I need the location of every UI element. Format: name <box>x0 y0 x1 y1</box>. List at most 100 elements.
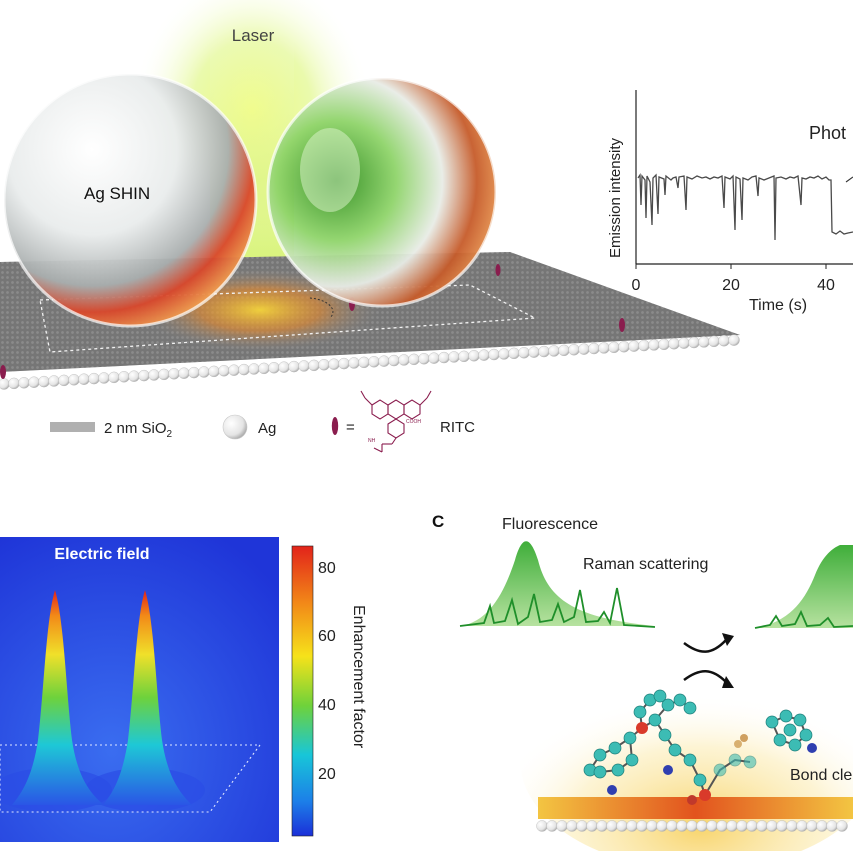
emission-trace <box>637 172 853 241</box>
ag-atom <box>408 353 420 366</box>
ag-atom <box>228 364 240 376</box>
ag-atom <box>308 359 320 372</box>
ag-atom <box>268 362 280 374</box>
ag-atom <box>588 342 600 355</box>
ag-atom <box>218 365 230 377</box>
ag-atom <box>616 820 628 832</box>
x-tick-label: 20 <box>722 277 740 294</box>
ag-atom <box>638 339 650 352</box>
ag-shin-left <box>4 74 256 326</box>
ag-atom <box>388 354 400 367</box>
ag-atom <box>248 363 260 375</box>
ag-atom <box>708 335 720 348</box>
ag-atom <box>208 365 220 378</box>
ag-atom <box>28 376 40 388</box>
colorbar <box>291 545 314 837</box>
ag-atom <box>418 353 430 365</box>
ag-atom <box>278 361 290 373</box>
ag-atom <box>556 820 568 832</box>
raman-spectrum-left <box>459 587 656 628</box>
ag-atom <box>78 373 90 385</box>
ag-atom <box>726 820 738 832</box>
ag-atom <box>158 368 170 381</box>
ag-atom <box>0 378 10 390</box>
ag-atom <box>558 344 570 357</box>
ag-atom <box>468 350 480 362</box>
ag-atom <box>478 349 490 361</box>
ag-atom <box>38 375 50 388</box>
ag-atom <box>718 335 730 347</box>
ag-atom <box>458 350 470 363</box>
colorbar-label: Enhancement factor <box>350 605 367 749</box>
ag-atom <box>508 347 520 360</box>
ag-atom <box>518 347 530 359</box>
ag-atom <box>168 368 180 380</box>
ag-atom <box>666 820 678 832</box>
ag-atom <box>448 351 460 363</box>
ag-atom <box>178 367 190 379</box>
ag-atom <box>676 820 688 832</box>
fluorescence-spectrum-right <box>755 545 853 628</box>
ag-atom <box>198 366 210 378</box>
dye-arc <box>309 297 334 319</box>
ag-atom <box>546 820 558 832</box>
panel-c-letter: C <box>432 512 444 531</box>
ag-atom <box>628 340 640 352</box>
ag-atom <box>646 820 658 832</box>
ag-atom <box>786 820 798 832</box>
ag-atom <box>8 377 20 390</box>
nh-label: NH <box>368 438 376 444</box>
dye-molecule <box>619 318 625 332</box>
ag-atom <box>816 820 828 832</box>
ag-atom <box>796 820 808 832</box>
ag-atom <box>706 820 718 832</box>
panel-b: Electric field 80 60 40 20 Enhancement f… <box>0 537 367 842</box>
ag-atom <box>88 372 100 385</box>
ag-atom <box>668 338 680 350</box>
laser-label: Laser <box>232 26 275 45</box>
field-peak-right <box>103 590 192 805</box>
raman-label: Raman scattering <box>583 556 708 573</box>
ag-atom <box>598 342 610 354</box>
colorbar-tick: 40 <box>318 697 336 714</box>
ag-atom <box>528 346 540 358</box>
ag-atom-row-c <box>536 820 848 832</box>
sio2-label: 2 nm SiO2 <box>104 420 173 440</box>
ag-atom <box>576 820 588 832</box>
equals-sign: = <box>346 419 355 436</box>
ag-atom <box>608 341 620 354</box>
arrow-icon <box>845 176 853 183</box>
ag-atom <box>586 820 598 832</box>
ag-atom <box>368 356 380 368</box>
raman-spectrum-right <box>754 609 853 629</box>
ag-atom <box>836 820 848 832</box>
ag-atom <box>536 820 548 832</box>
ag-atom <box>58 374 70 387</box>
ag-swatch <box>222 414 248 440</box>
ag-atom <box>398 354 410 366</box>
photo-label-cut: Phot <box>809 123 846 143</box>
emission-xlabel: Time (s) <box>749 297 807 314</box>
ritc-label: RITC <box>440 419 475 436</box>
ag-atom <box>548 345 560 357</box>
ag-atom <box>656 820 668 832</box>
ag-atom <box>68 374 80 386</box>
emission-ylabel: Emission intensity <box>607 137 624 258</box>
sphere-reflection <box>300 128 360 212</box>
ag-atom <box>118 371 130 383</box>
ag-atom <box>626 820 638 832</box>
ritc-swatch <box>331 417 339 435</box>
ag-atom <box>826 820 838 832</box>
ag-atom <box>696 820 708 832</box>
ag-atom <box>716 820 728 832</box>
ag-atom <box>766 820 778 832</box>
ag-atom <box>318 359 330 371</box>
fluorescence-spectrum-left <box>460 541 655 626</box>
ag-label: Ag <box>258 420 276 437</box>
ag-atom <box>18 377 30 389</box>
ag-atom <box>568 344 580 356</box>
ag-atom <box>48 375 60 387</box>
panel-a: Laser Ag SHIN 2 nm SiO2 Ag = <box>0 0 740 453</box>
fragment-molecule <box>734 709 817 753</box>
ag-atom <box>438 351 450 364</box>
